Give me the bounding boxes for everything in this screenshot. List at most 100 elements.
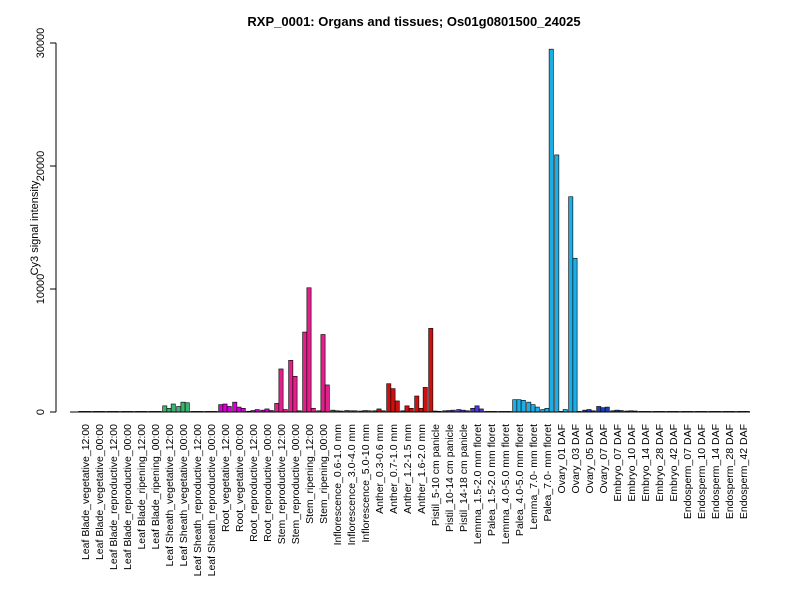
bar (240, 408, 246, 413)
bar (302, 331, 308, 413)
bar (386, 383, 392, 413)
x-tick-label: Leaf Blade_vegetative_12:00 (80, 424, 92, 560)
bar (288, 360, 294, 413)
bar (278, 368, 284, 413)
x-tick-label: Lemma_1.5-2.0 mm floret (472, 424, 484, 544)
bar (232, 401, 238, 413)
bar (470, 408, 476, 413)
x-tick-label: Endosperm_07 DAF (682, 424, 694, 519)
chart-title: RXP_0001: Organs and tissues; Os01g08015… (247, 14, 580, 29)
x-tick-label: Pistil_14-18 cm panicle (458, 424, 470, 532)
x-tick-label: Leaf Blade_ripening_00:00 (150, 424, 162, 550)
y-tick-label: 20000 (35, 151, 47, 182)
x-tick-label: Ovary_01 DAF (556, 424, 568, 493)
x-tick-label: Anther_1.2-1.5 mm (402, 424, 414, 514)
bar (274, 403, 280, 413)
bar (170, 403, 176, 413)
x-tick-label: Stem_ripening_12:00 (304, 424, 316, 524)
bar (292, 376, 298, 413)
bar (306, 287, 312, 413)
bar (320, 334, 326, 413)
y-tick-label: 30000 (35, 28, 47, 59)
x-tick-label: Embryo_14 DAF (640, 424, 652, 502)
x-tick-label: Endosperm_42 DAF (738, 424, 750, 519)
bar (180, 401, 186, 413)
bar (394, 400, 400, 413)
x-tick-label: Lemma_7.0- mm floret (528, 424, 540, 530)
bar (596, 406, 602, 413)
bar (418, 408, 424, 413)
bar (218, 404, 224, 413)
x-tick-label: Anther_0.7-1.0 mm (388, 424, 400, 514)
bar (414, 395, 420, 413)
x-tick-label: Leaf Sheath_reproductive_12:00 (192, 424, 204, 577)
bar (422, 387, 428, 413)
bar (310, 408, 316, 413)
x-axis: Leaf Blade_vegetative_12:00 Leaf Blade_ve… (70, 411, 750, 577)
bar (548, 48, 554, 413)
bar (516, 399, 522, 413)
bar (474, 405, 480, 413)
bar (236, 406, 242, 413)
bar (554, 154, 560, 413)
x-tick-label: Leaf Blade_reproductive_00:00 (122, 424, 134, 570)
x-tick-label: Root_reproductive_12:00 (248, 424, 260, 542)
x-tick-label: Embryo_10 DAF (626, 424, 638, 502)
x-tick-label: Pistil_10-14 cm panicle (444, 424, 456, 532)
y-tick-label: 0 (35, 409, 47, 415)
bars (78, 48, 750, 413)
bar (520, 400, 526, 413)
x-tick-label: Inflorescence_0.6-1.0 mm (332, 424, 344, 546)
x-tick-label: Stem_reproductive_00:00 (290, 424, 302, 544)
x-tick-label: Anther_1.6-2.0 mm (416, 424, 428, 514)
x-tick-label: Embryo_28 DAF (654, 424, 666, 502)
x-tick-label: Leaf Sheath_vegetative_00:00 (178, 424, 190, 567)
x-tick-label: Anther_0.3-0.6 mm (374, 424, 386, 514)
bar (162, 405, 168, 413)
bar (184, 402, 190, 413)
bar (544, 408, 550, 413)
bar (324, 384, 330, 413)
bar (226, 406, 232, 413)
x-tick-label: Endosperm_14 DAF (710, 424, 722, 519)
x-tick-label: Root_reproductive_00:00 (262, 424, 274, 542)
x-tick-label: Ovary_05 DAF (584, 424, 596, 493)
x-tick-label: Palea_1.5-2.0 mm floret (486, 424, 498, 536)
y-axis-label: Cy3 signal intensity (29, 180, 41, 275)
y-axis: 0 10000 20000 30000 (35, 28, 57, 415)
bar (390, 388, 396, 413)
x-tick-label: Leaf Sheath_vegetative_12:00 (164, 424, 176, 567)
bar (408, 408, 414, 413)
x-tick-label: Leaf Blade_reproductive_12:00 (108, 424, 120, 570)
x-tick-label: Palea_7.0- mm floret (542, 424, 554, 522)
bar (404, 405, 410, 413)
bar (530, 404, 536, 413)
bar (572, 257, 578, 413)
x-tick-label: Palea_4.0-5.0 mm floret (514, 424, 526, 536)
x-tick-label: Inflorescence_5.0-10 mm (360, 424, 372, 543)
bar (166, 408, 172, 413)
x-tick-label: Endosperm_28 DAF (724, 424, 736, 519)
x-tick-label: Embryo_07 DAF (612, 424, 624, 502)
bar (604, 406, 610, 413)
x-tick-label: Leaf Blade_ripening_12:00 (136, 424, 148, 550)
x-tick-label: Root_vegetative_12:00 (220, 424, 232, 532)
x-tick-label: Endosperm_10 DAF (696, 424, 708, 519)
bar (428, 328, 434, 413)
bar (222, 403, 228, 413)
x-tick-label: Lemma_4.0-5.0 mm floret (500, 424, 512, 544)
x-tick-label: Leaf Blade_vegetative_00:00 (94, 424, 106, 560)
x-tick-label: Stem_reproductive_12:00 (276, 424, 288, 544)
bar (600, 407, 606, 413)
x-tick-label: Ovary_07 DAF (598, 424, 610, 493)
bar (512, 399, 518, 413)
x-tick-label: Inflorescence_3.0-4.0 mm (346, 424, 358, 546)
y-tick-label: 10000 (35, 274, 47, 305)
bar (534, 406, 540, 413)
x-tick-label: Embryo_42 DAF (668, 424, 680, 502)
x-tick-label: Pistil_5-10 cm panicle (430, 424, 442, 526)
bar (176, 406, 182, 413)
x-tick-label: Leaf Sheath_reproductive_00:00 (206, 424, 218, 577)
x-tick-label: Stem_ripening_00:00 (318, 424, 330, 524)
